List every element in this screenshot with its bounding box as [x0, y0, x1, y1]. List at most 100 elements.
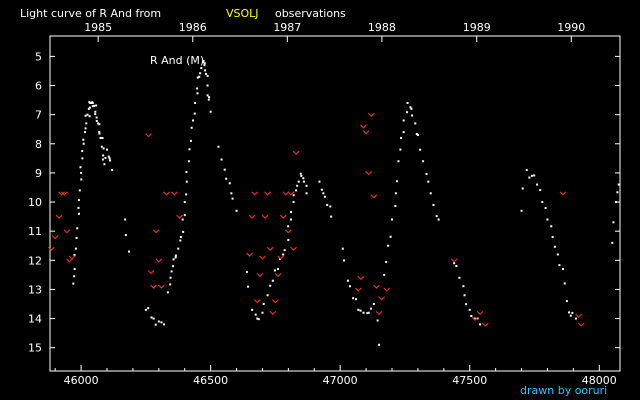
observation-point [616, 191, 619, 194]
observation-point [568, 311, 571, 314]
y-tick-label: 12 [28, 254, 42, 267]
observation-point [565, 300, 568, 303]
observation-point [271, 279, 274, 282]
observation-point [95, 116, 98, 119]
observation-point [200, 67, 203, 70]
observation-point [93, 104, 96, 107]
observation-point [152, 317, 155, 320]
fainter-than-mark [277, 255, 285, 260]
observation-point [95, 119, 98, 122]
fainter-than-mark [450, 258, 458, 263]
observation-point [550, 225, 553, 228]
y-tick-label: 8 [35, 138, 42, 151]
observation-point [292, 201, 295, 204]
observation-point [425, 173, 428, 176]
observation-point [87, 107, 90, 110]
observation-point [91, 102, 94, 104]
observation-point [88, 115, 91, 118]
observation-point [111, 169, 114, 171]
observation-point [269, 284, 272, 287]
observation-point [378, 343, 381, 346]
observation-point [402, 119, 405, 122]
observation-point [562, 268, 564, 271]
observation-point [88, 106, 91, 109]
observation-point [355, 298, 358, 301]
fainter-than-mark [375, 310, 383, 316]
observation-point [551, 236, 554, 238]
observation-point [81, 157, 84, 160]
observation-point [465, 303, 468, 306]
fainter-than-mark [357, 275, 365, 281]
observation-point [74, 247, 77, 250]
observation-point [169, 283, 172, 286]
observation-point [395, 180, 398, 183]
observation-point [289, 218, 292, 221]
observation-point [85, 122, 88, 125]
observation-point [528, 176, 531, 179]
observation-point [292, 194, 295, 197]
observation-point [563, 282, 566, 285]
observation-point [204, 69, 207, 72]
observation-point [612, 221, 615, 224]
observation-point [95, 104, 98, 107]
observation-point [170, 270, 173, 273]
observation-point [574, 317, 577, 320]
observation-point [520, 209, 523, 212]
plot-frame [49, 35, 621, 372]
observation-point [394, 204, 397, 207]
observation-point [204, 72, 207, 75]
observation-point [84, 114, 87, 117]
observation-point [261, 311, 264, 314]
fainter-than-mark [246, 252, 253, 257]
observation-point [217, 145, 220, 148]
fainter-than-mark [471, 316, 479, 321]
observation-point [473, 317, 476, 320]
fainter-than-mark [155, 258, 163, 263]
observation-point [166, 291, 169, 294]
fainter-than-mark [481, 322, 489, 327]
observation-point [182, 230, 185, 233]
observation-point [429, 192, 432, 195]
observation-point [348, 285, 351, 288]
fainter-than-mark [163, 191, 171, 196]
observation-point [82, 138, 85, 141]
observation-point [174, 256, 177, 259]
observation-point [536, 183, 539, 186]
x-tick-label: 48000 [582, 374, 617, 387]
observation-point [160, 321, 163, 324]
observation-point [376, 319, 379, 322]
fainter-than-mark [47, 246, 55, 252]
observation-point [287, 238, 290, 241]
fainter-than-mark [63, 229, 71, 234]
observation-point [476, 317, 479, 320]
year-label: 1988 [368, 21, 396, 34]
observation-point [410, 107, 413, 110]
observation-point [203, 62, 206, 65]
y-tick-label: 15 [28, 342, 42, 355]
observation-point [98, 131, 101, 134]
fainter-than-mark [58, 191, 66, 196]
observation-point [192, 119, 195, 122]
fainter-than-mark [66, 258, 73, 263]
observation-point [81, 150, 84, 153]
observation-point [346, 279, 349, 282]
observation-point [299, 172, 302, 175]
observation-point [533, 174, 536, 177]
year-label: 1985 [84, 21, 112, 34]
observation-point [80, 178, 83, 181]
fainter-than-mark [292, 150, 300, 155]
observation-point [343, 259, 346, 262]
observation-point [617, 183, 620, 186]
observation-point [73, 268, 76, 271]
observation-point [188, 148, 191, 151]
observation-point [422, 160, 425, 163]
observation-point [432, 203, 435, 206]
fainter-than-mark [284, 229, 292, 234]
observation-point [208, 96, 211, 99]
observation-point [283, 249, 286, 252]
observation-point [323, 195, 326, 198]
fainter-than-mark [373, 284, 380, 289]
y-axis: 5 6 7 8 9 10 11 12 13 14 15 [28, 50, 42, 354]
observation-point [458, 276, 461, 279]
observation-point [183, 214, 186, 217]
